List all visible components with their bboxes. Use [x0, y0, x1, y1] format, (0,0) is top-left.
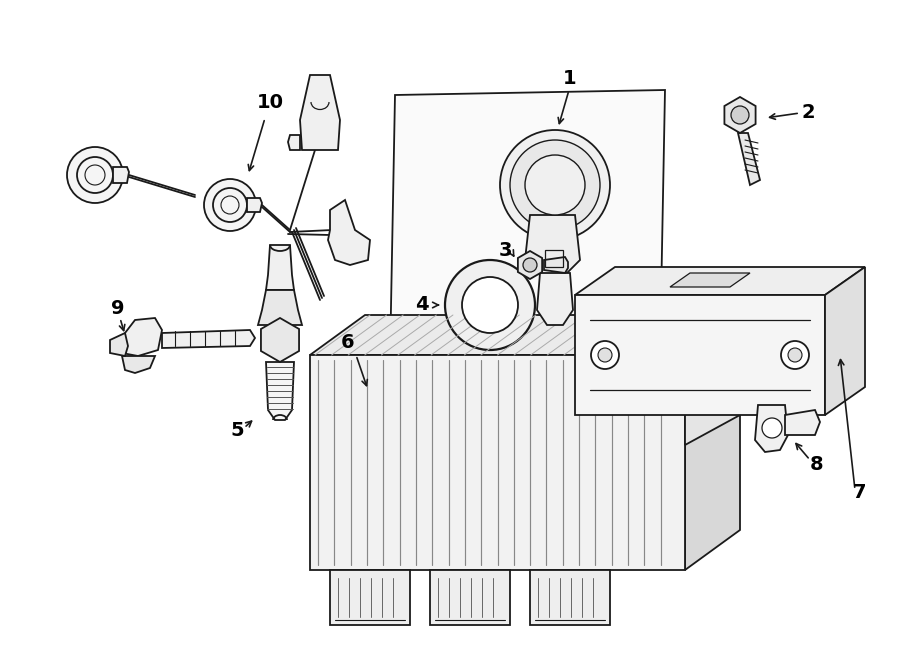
Polygon shape [825, 267, 865, 415]
Circle shape [781, 341, 809, 369]
Circle shape [591, 341, 619, 369]
Polygon shape [530, 570, 610, 625]
Text: 5: 5 [230, 420, 244, 440]
Polygon shape [390, 90, 665, 360]
Polygon shape [122, 356, 155, 373]
Polygon shape [110, 333, 128, 356]
Polygon shape [518, 251, 542, 279]
Polygon shape [330, 570, 410, 625]
Polygon shape [670, 273, 750, 287]
Polygon shape [575, 267, 865, 295]
Circle shape [500, 130, 610, 240]
Polygon shape [328, 200, 370, 265]
Polygon shape [537, 273, 573, 325]
Text: 3: 3 [499, 241, 512, 260]
Polygon shape [785, 410, 820, 435]
Polygon shape [755, 405, 788, 452]
Polygon shape [575, 295, 825, 415]
Circle shape [788, 348, 802, 362]
Polygon shape [724, 97, 756, 133]
Polygon shape [525, 215, 580, 275]
Polygon shape [685, 315, 740, 570]
Polygon shape [738, 133, 760, 185]
Text: 1: 1 [563, 69, 577, 87]
Text: 9: 9 [112, 299, 125, 317]
Polygon shape [162, 330, 255, 348]
Circle shape [67, 147, 123, 203]
Polygon shape [258, 290, 302, 325]
Circle shape [525, 155, 585, 215]
Polygon shape [247, 198, 262, 212]
Polygon shape [266, 362, 294, 420]
Polygon shape [310, 355, 685, 570]
Polygon shape [430, 570, 510, 625]
Text: 8: 8 [810, 455, 824, 475]
Circle shape [523, 258, 537, 272]
Circle shape [731, 106, 749, 124]
Polygon shape [122, 318, 162, 356]
Polygon shape [266, 245, 294, 290]
Circle shape [445, 260, 535, 350]
Polygon shape [685, 355, 740, 445]
Circle shape [462, 277, 518, 333]
Polygon shape [544, 257, 568, 273]
Text: 2: 2 [801, 102, 814, 122]
Polygon shape [300, 75, 340, 150]
Polygon shape [288, 135, 300, 150]
Circle shape [762, 418, 782, 438]
Polygon shape [310, 315, 740, 355]
Polygon shape [261, 318, 299, 362]
Polygon shape [113, 167, 129, 183]
Text: 7: 7 [853, 483, 867, 502]
Text: 6: 6 [341, 332, 355, 352]
Text: 10: 10 [256, 93, 284, 112]
Circle shape [204, 179, 256, 231]
Circle shape [510, 140, 600, 230]
Circle shape [598, 348, 612, 362]
Text: 4: 4 [415, 295, 428, 315]
